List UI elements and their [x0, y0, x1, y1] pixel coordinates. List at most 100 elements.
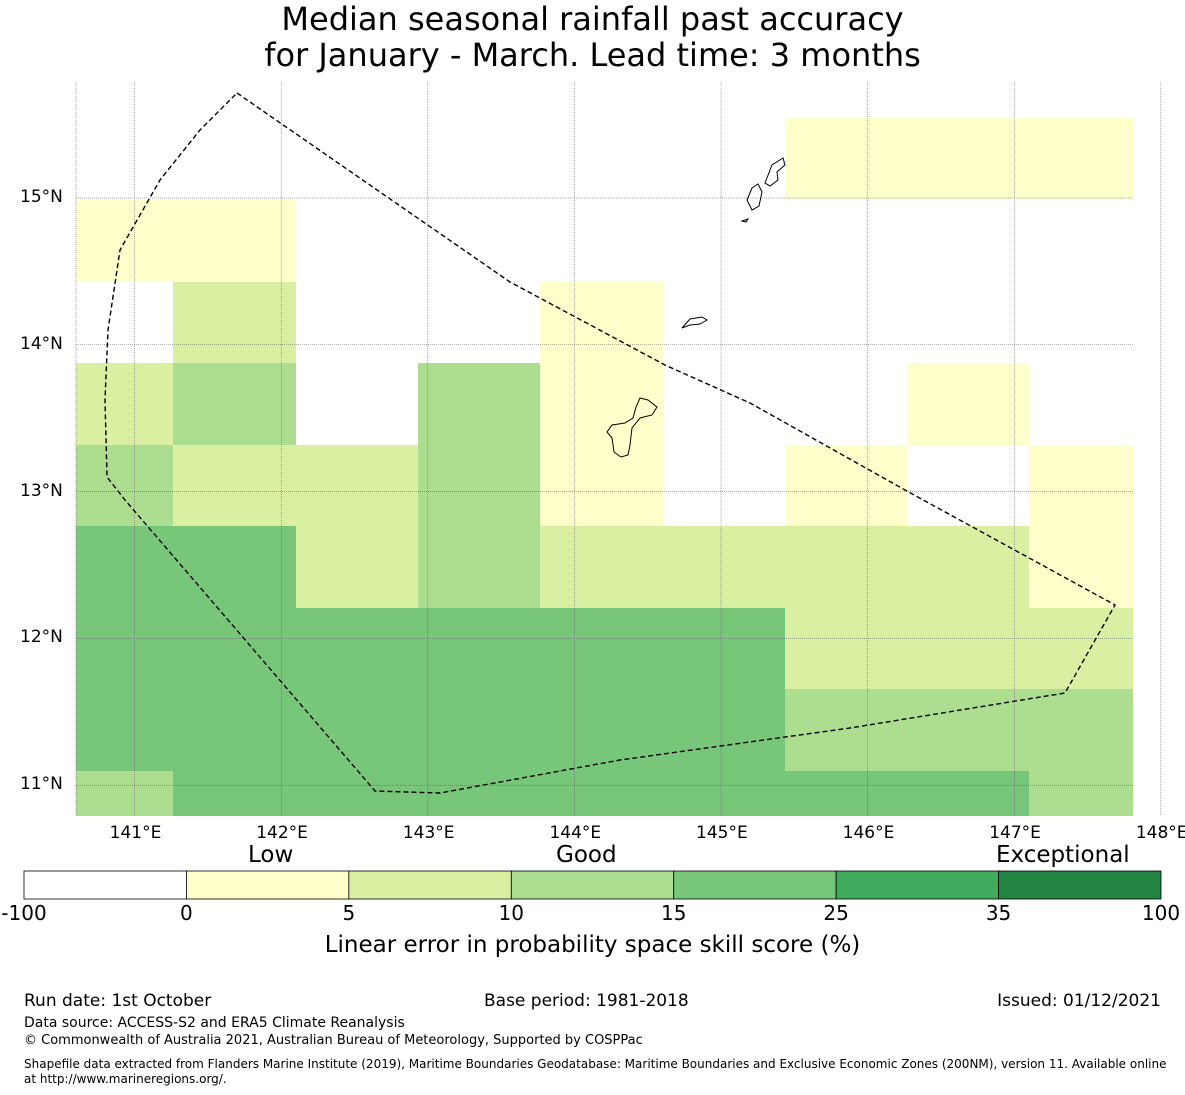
colorbar-segment [186, 870, 350, 900]
colorbar-category-exceptional: Exceptional [996, 842, 1130, 868]
skill-cell [785, 526, 907, 608]
skill-cell [296, 689, 418, 771]
skill-cell [173, 363, 296, 445]
skill-cell [1029, 771, 1133, 816]
base-period: Base period: 1981-2018 [484, 991, 689, 1011]
skill-cell [76, 771, 173, 816]
skill-cell [173, 282, 296, 363]
colorbar-boundary: 15 [660, 901, 687, 925]
skill-cell [785, 445, 907, 526]
longitude-tick: 143°E [402, 823, 455, 843]
skill-cell [540, 771, 663, 816]
island-small [740, 218, 750, 223]
skill-cell [663, 771, 785, 816]
colorbar-segment [348, 870, 512, 900]
skill-cell [663, 526, 785, 608]
skill-cell [296, 771, 418, 816]
skill-cell [785, 689, 907, 771]
skill-cell [173, 199, 296, 282]
latitude-tick: 11°N [20, 774, 63, 795]
skill-cell [76, 526, 173, 608]
colorbar-boundary: 0 [180, 901, 193, 925]
colorbar-label: Linear error in probability space skill … [324, 932, 861, 958]
skill-cell [418, 689, 540, 771]
skill-cell [76, 608, 173, 689]
skill-cell [663, 689, 785, 771]
island-outlines [606, 157, 786, 458]
skill-grid [76, 118, 1133, 816]
skill-cell [907, 526, 1029, 608]
colorbar-category-low: Low [248, 842, 294, 868]
colorbar-boundary: -100 [1, 901, 47, 925]
skill-cell [907, 363, 1029, 445]
skill-cell [173, 771, 296, 816]
shapefile-credit-line2: at http://www.marineregions.org/. [24, 1072, 227, 1086]
colorbar-boundary: 35 [985, 901, 1012, 925]
skill-cell [540, 689, 663, 771]
colorbar-boundary: 5 [342, 901, 356, 925]
island-saipan-tinian [746, 157, 786, 211]
colorbar-segment [673, 870, 837, 900]
chart-title-line2: for January - March. Lead time: 3 months [264, 36, 921, 74]
skill-cell [540, 608, 663, 689]
skill-cell [1029, 689, 1133, 771]
skill-cell [540, 445, 663, 526]
copyright: © Commonwealth of Australia 2021, Austra… [24, 1033, 643, 1048]
skill-cell [907, 771, 1029, 816]
longitude-tick: 147°E [989, 823, 1041, 843]
colorbar-boundary: 10 [498, 901, 525, 925]
latitude-tick: 15°N [20, 187, 63, 207]
skill-cell [540, 282, 663, 363]
skill-cell [418, 608, 540, 689]
eez-boundary [104, 92, 1116, 794]
skill-cell [76, 445, 173, 526]
skill-cell [540, 363, 663, 445]
colorbar-boundary: 25 [823, 901, 849, 925]
skill-cell [540, 526, 663, 608]
island-guam [606, 397, 658, 458]
colorbar-category-good: Good [556, 842, 617, 868]
skill-cell [663, 199, 785, 282]
skill-cell [663, 445, 785, 526]
longitude-tick: 148°E [1135, 823, 1185, 843]
skill-cell [76, 282, 173, 363]
shapefile-credit-line1: Shapefile data extracted from Flanders M… [24, 1057, 1167, 1071]
skill-cell [76, 363, 173, 445]
latitude-tick: 13°N [20, 480, 63, 501]
skill-cell [418, 363, 540, 445]
colorbar-segment [23, 870, 187, 900]
skill-cell [418, 526, 540, 608]
latitude-tick: 14°N [20, 333, 63, 354]
run-date: Run date: 1st October [24, 991, 212, 1011]
skill-cell [1029, 118, 1133, 199]
skill-cell [907, 608, 1029, 689]
skill-cell [785, 771, 907, 816]
skill-cell [296, 445, 418, 526]
colorbar-segment [510, 870, 675, 900]
skill-cell [173, 689, 296, 771]
skill-cell [296, 608, 418, 689]
skill-cell [907, 118, 1029, 199]
skill-cell [907, 445, 1029, 526]
graticule [75, 82, 1162, 816]
skill-cell [1029, 445, 1133, 526]
issued-date: Issued: 01/12/2021 [997, 991, 1161, 1011]
skill-cell [76, 689, 173, 771]
skill-cell [1029, 608, 1133, 689]
skill-cell [76, 199, 173, 282]
skill-cell [173, 526, 296, 608]
latitude-tick: 12°N [20, 627, 63, 648]
chart-title-line1: Median seasonal rainfall past accuracy [281, 0, 904, 38]
longitude-tick: 146°E [842, 823, 895, 843]
skill-cell [418, 445, 540, 526]
longitude-tick: 142°E [256, 823, 308, 843]
colorbar [23, 870, 1162, 900]
skill-cell [663, 608, 785, 689]
skill-cell [173, 608, 296, 689]
skill-cell [785, 608, 907, 689]
colorbar-segment [835, 870, 999, 900]
island-rota [681, 316, 708, 329]
longitude-tick: 141°E [109, 823, 162, 843]
skill-cell [907, 689, 1029, 771]
